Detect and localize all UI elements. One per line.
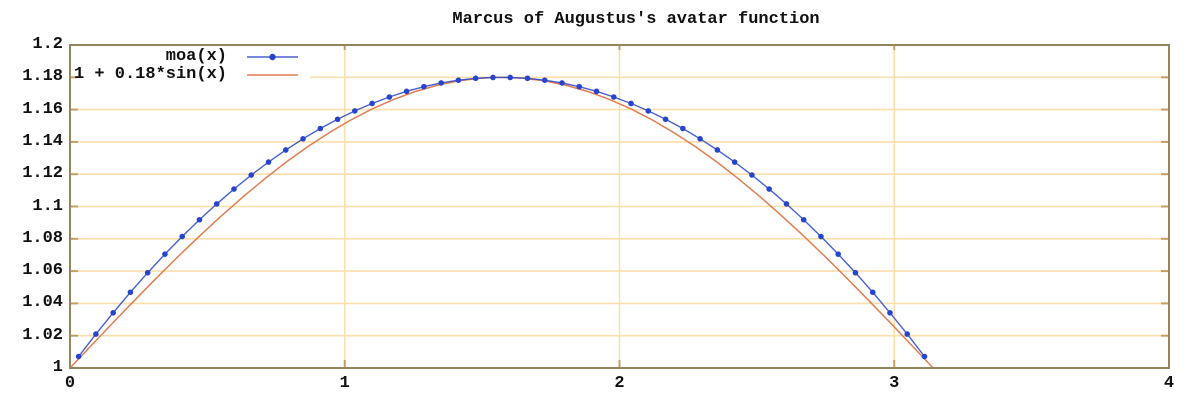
data-point-moa xyxy=(680,125,686,132)
x-tick-label: 2 xyxy=(614,374,625,393)
data-point-moa xyxy=(852,269,859,276)
data-point-moa xyxy=(472,75,479,82)
data-point-moa xyxy=(904,331,911,337)
data-point-moa xyxy=(403,88,410,95)
data-point-moa xyxy=(507,74,514,81)
data-point-moa xyxy=(593,88,600,95)
x-tick-label: 4 xyxy=(1163,374,1175,393)
legend-background xyxy=(80,47,310,86)
x-tick-label: 0 xyxy=(64,374,76,393)
data-point-moa xyxy=(196,216,203,223)
data-point-moa xyxy=(490,74,496,81)
data-point-moa xyxy=(421,83,427,90)
y-tick-label: 1.06 xyxy=(22,261,63,281)
data-point-moa xyxy=(541,77,548,84)
data-point-moa xyxy=(110,309,116,316)
y-tick-label: 1.18 xyxy=(22,67,63,87)
data-point-moa xyxy=(248,172,255,178)
y-tick-label: 1.04 xyxy=(22,293,63,313)
curve-moa xyxy=(78,76,926,357)
data-point-moa xyxy=(386,94,393,100)
y-tick-label: 1.08 xyxy=(22,228,63,248)
data-point-moa xyxy=(662,116,669,123)
data-point-moa xyxy=(610,94,617,100)
data-point-moa xyxy=(628,100,634,107)
data-point-moa xyxy=(697,136,703,142)
legend-label-sin: 1 + 0.18*sin(x) xyxy=(73,65,227,84)
y-tick-label: 1.02 xyxy=(22,325,63,345)
data-point-moa xyxy=(766,186,772,192)
data-point-moa xyxy=(179,233,186,240)
data-point-moa xyxy=(524,75,531,82)
data-point-moa xyxy=(438,80,444,86)
data-point-moa xyxy=(576,83,583,90)
data-point-moa xyxy=(749,172,755,178)
data-point-moa xyxy=(559,80,565,86)
x-tick-label: 3 xyxy=(889,374,900,393)
curve-sin xyxy=(69,76,934,369)
data-point-moa xyxy=(835,251,842,257)
data-point-moa xyxy=(887,309,893,316)
data-point-moa xyxy=(783,201,790,207)
legend-marker-moa xyxy=(269,53,276,61)
data-point-moa xyxy=(921,353,928,360)
data-point-moa xyxy=(869,289,876,296)
x-tick-label: 1 xyxy=(339,374,350,393)
legend-label-moa: moa(x) xyxy=(165,47,227,66)
y-tick-label: 1 xyxy=(52,358,63,377)
data-point-moa xyxy=(282,147,289,153)
chart-title: Marcus of Augustus's avatar function xyxy=(452,10,820,29)
data-point-moa xyxy=(800,216,807,223)
y-tick-label: 1.14 xyxy=(22,131,63,151)
data-point-moa xyxy=(144,269,151,276)
data-point-moa xyxy=(352,108,358,114)
data-point-moa xyxy=(127,289,134,296)
data-point-moa xyxy=(300,136,306,142)
data-point-moa xyxy=(818,233,824,240)
plot-border xyxy=(69,44,1170,369)
data-point-moa xyxy=(334,116,341,123)
y-tick-label: 1.16 xyxy=(22,99,63,119)
data-point-moa xyxy=(645,108,652,114)
data-point-moa xyxy=(369,100,375,107)
y-tick-label: 1.1 xyxy=(32,196,63,216)
data-point-moa xyxy=(317,125,324,132)
data-point-moa xyxy=(265,159,272,165)
data-point-moa xyxy=(93,331,99,337)
data-point-moa xyxy=(213,201,220,207)
y-tick-label: 1.2 xyxy=(32,35,63,54)
data-point-moa xyxy=(75,353,82,360)
y-tick-label: 1.12 xyxy=(22,164,63,184)
data-point-moa xyxy=(162,251,168,257)
data-point-moa xyxy=(731,159,738,165)
data-point-moa xyxy=(231,186,237,192)
data-point-moa xyxy=(455,77,462,84)
data-point-moa xyxy=(714,147,721,153)
